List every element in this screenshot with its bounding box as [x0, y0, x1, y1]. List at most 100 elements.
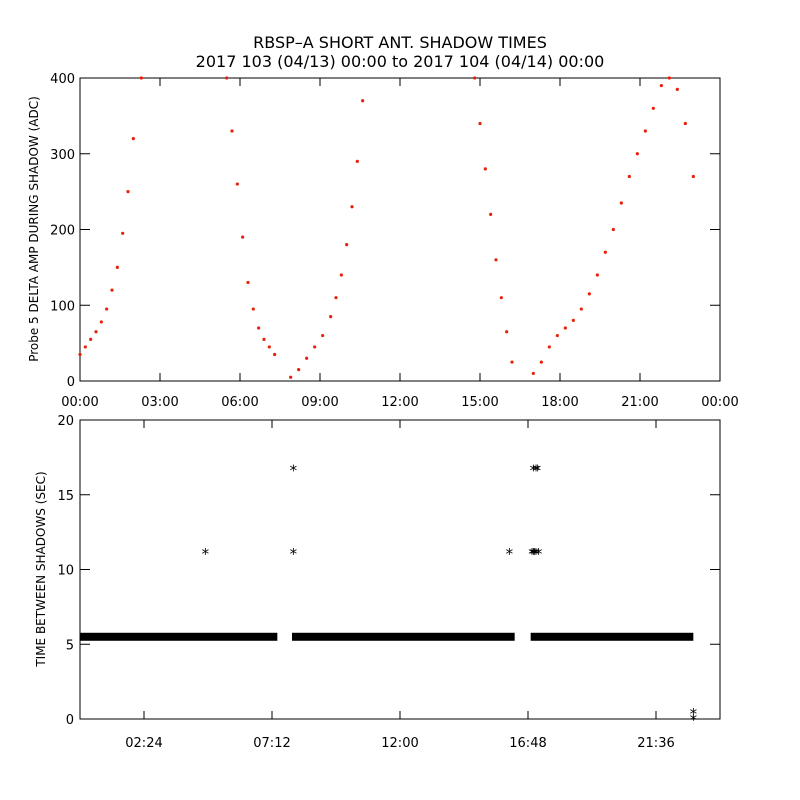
interval-point: *: [528, 545, 536, 563]
interval-point: *: [290, 545, 298, 563]
interval-baseline-band: [530, 632, 694, 641]
amp-point: [531, 371, 535, 376]
amp-plot-frame: [79, 77, 721, 382]
interval-y-tick-label: 15: [57, 489, 74, 504]
amp-point: [121, 231, 125, 235]
interval-y-axis-label: TIME BETWEEN SHADOWS (SEC): [34, 471, 48, 667]
amp-point: [126, 190, 130, 194]
amp-point: [83, 345, 87, 349]
amp-point: [635, 152, 639, 156]
amp-point: [587, 292, 591, 296]
interval-baseline-band: [292, 632, 515, 641]
amp-point: [305, 356, 309, 360]
amp-point: [241, 235, 245, 239]
amp-point: [105, 307, 109, 311]
amp-point: [361, 99, 365, 103]
amp-y-tick-label: 200: [50, 224, 75, 239]
amp-data-points: [78, 76, 695, 379]
amp-point: [675, 87, 679, 91]
amp-point: [619, 201, 623, 205]
amp-point: [643, 129, 647, 133]
amp-point: [267, 345, 271, 349]
amp-point: [89, 337, 93, 341]
amp-x-tick-label: 09:00: [301, 395, 338, 410]
interval-point: *: [290, 461, 298, 479]
amp-x-tick-label: 15:00: [461, 395, 498, 410]
amp-point: [494, 258, 498, 262]
amp-point: [321, 333, 325, 338]
amp-point: [555, 333, 559, 338]
amp-point: [78, 352, 82, 357]
interval-x-tick-label: 12:00: [381, 736, 418, 751]
interval-point: *: [530, 461, 538, 479]
amp-y-tick-label: 100: [50, 299, 75, 314]
amp-x-tick-label: 21:00: [621, 395, 658, 410]
amp-point: [539, 360, 543, 364]
amp-point: [547, 345, 551, 349]
amp-point: [273, 352, 277, 357]
amp-point: [499, 296, 503, 300]
interval-x-tick-label: 16:48: [509, 736, 546, 751]
amp-y-tick-label: 300: [50, 148, 75, 163]
interval-point: *: [506, 545, 514, 563]
amp-point: [627, 174, 631, 179]
interval-baseline-band: [80, 632, 278, 641]
amp-point: [478, 121, 482, 126]
amp-x-tick-label: 00:00: [61, 395, 98, 410]
amp-x-tick-label: 12:00: [381, 395, 418, 410]
amp-point: [289, 375, 293, 379]
interval-x-tick-label: 02:24: [125, 736, 162, 751]
amp-point: [99, 320, 103, 324]
amp-point: [603, 250, 607, 254]
amp-point: [139, 76, 143, 80]
amp-point: [329, 315, 333, 319]
amp-point: [505, 330, 509, 334]
interval-y-tick-label: 5: [66, 638, 74, 653]
interval-point: *: [532, 545, 540, 563]
amp-x-tick-label: 00:00: [701, 395, 738, 410]
amp-point: [115, 265, 119, 269]
amp-point: [579, 307, 583, 311]
amp-point: [510, 360, 514, 364]
amp-point: [659, 83, 663, 88]
amp-x-tick-label: 18:00: [541, 395, 578, 410]
amp-point: [110, 288, 114, 292]
amp-point: [94, 330, 98, 334]
amp-point: [489, 212, 493, 216]
interval-baseline: [80, 632, 694, 641]
interval-data-points: *** * **********: [202, 461, 698, 729]
interval-y-tick-label: 10: [57, 564, 74, 579]
interval-point: *: [532, 461, 540, 479]
interval-point: *: [530, 545, 538, 563]
amp-point: [345, 243, 349, 247]
amp-point: [246, 280, 250, 285]
amp-point: [257, 326, 261, 330]
amp-axis-ticks: 00:00 03:00 06:00 09:00 12:00 15:00 18:00 21:00…: [50, 72, 739, 410]
amp-x-tick-label: 03:00: [141, 395, 178, 410]
amp-point: [691, 174, 695, 179]
interval-plot-frame: [79, 419, 721, 720]
amp-point: [230, 129, 234, 133]
amp-point: [483, 167, 487, 171]
amp-point: [339, 273, 343, 277]
interval-axis-ticks: 02:24 07:12 12:00 16:48 21:36 0 5 10 15 20: [57, 414, 720, 751]
amp-point: [131, 137, 135, 141]
interval-point: *: [690, 711, 698, 729]
amp-point: [595, 273, 599, 277]
interval-y-tick-label: 20: [57, 414, 74, 429]
amp-point: [473, 76, 477, 80]
interval-x-tick-label: 21:36: [637, 736, 674, 751]
interval-point: *: [535, 545, 543, 563]
amp-point: [355, 159, 359, 163]
amp-point: [667, 76, 671, 80]
amp-point: [262, 337, 266, 341]
interval-point: *: [531, 545, 539, 563]
amp-point: [225, 76, 229, 80]
amp-x-tick-label: 06:00: [221, 395, 258, 410]
interval-point: *: [202, 545, 210, 563]
amp-point: [571, 318, 575, 322]
interval-point: *: [534, 461, 542, 479]
amp-point: [350, 205, 354, 209]
amp-point: [235, 182, 239, 186]
